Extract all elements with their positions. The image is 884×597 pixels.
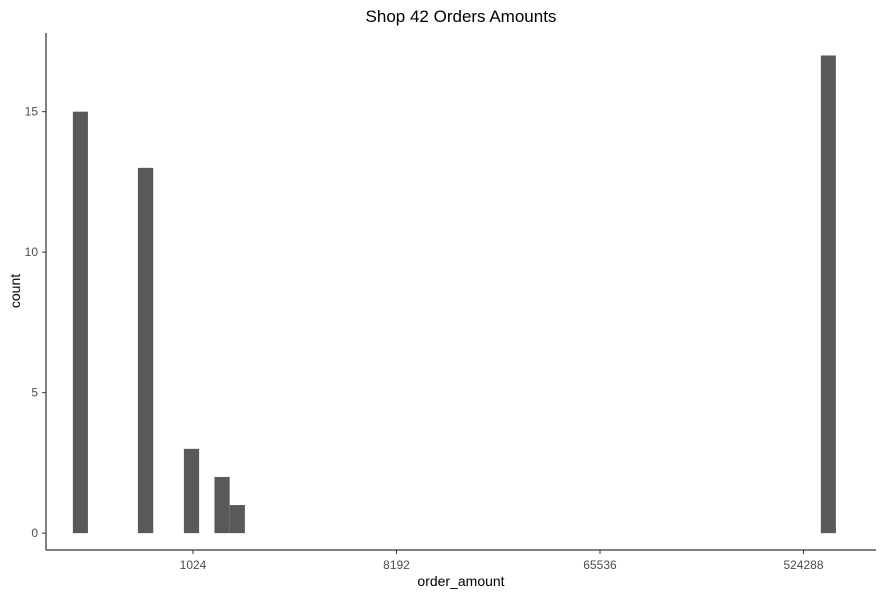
x-tick-label: 8192 (383, 558, 410, 572)
y-tick-label: 5 (31, 386, 38, 400)
y-axis-title: count (7, 274, 23, 308)
histogram-bar-4 (229, 505, 245, 534)
chart-title: Shop 42 Orders Amounts (366, 7, 557, 26)
x-ticks-group: 1024 8192 65536 524288 (180, 550, 824, 572)
x-axis-title: order_amount (417, 573, 504, 589)
histogram-bar-2 (183, 448, 200, 534)
histogram-bar-0 (72, 111, 88, 534)
x-tick-label: 1024 (180, 558, 207, 572)
x-tick-label: 65536 (583, 558, 617, 572)
y-tick-label: 0 (31, 526, 38, 540)
x-tick-label: 524288 (783, 558, 823, 572)
histogram-bar-3 (214, 476, 230, 534)
y-tick-label: 15 (25, 105, 39, 119)
histogram-bar-5 (820, 55, 836, 534)
histogram-bar-1 (137, 167, 154, 534)
y-ticks-group: 0 5 10 15 (25, 105, 46, 540)
y-tick-label: 10 (25, 245, 39, 259)
bars-group (72, 55, 836, 534)
